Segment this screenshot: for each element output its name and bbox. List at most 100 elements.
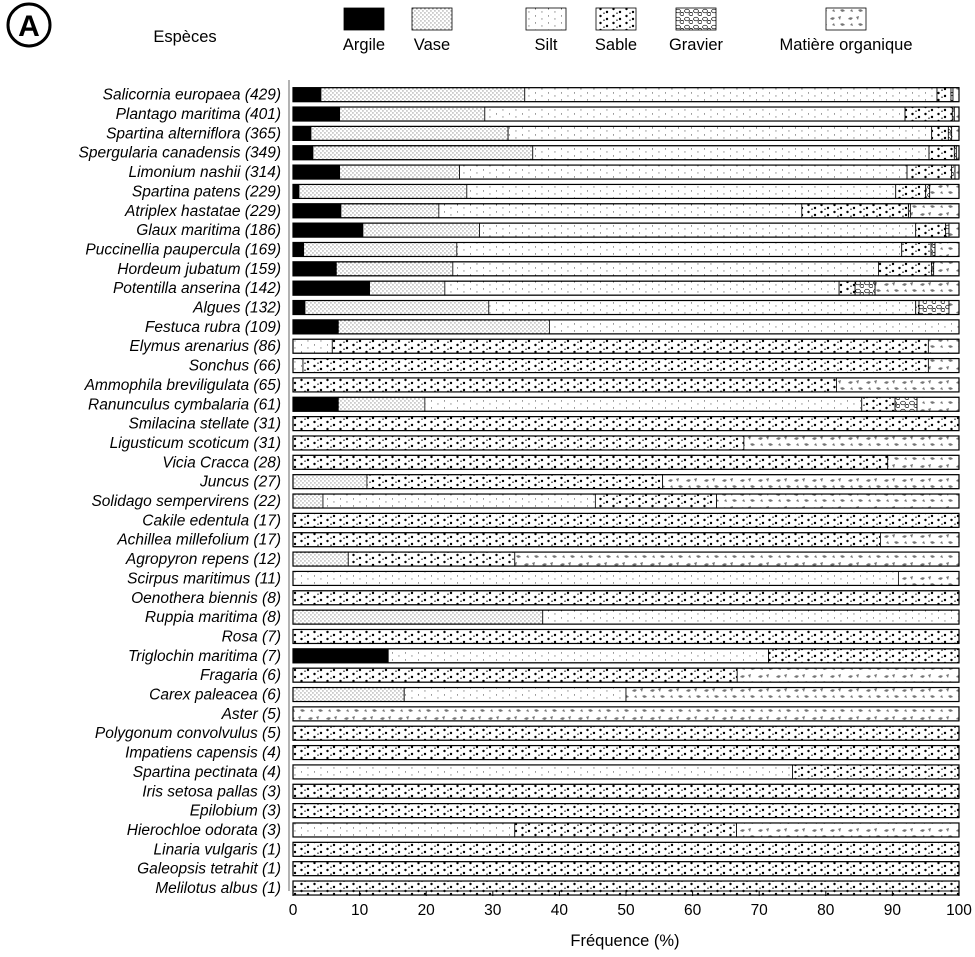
bar-segment-matiere-organique <box>929 184 960 199</box>
species-label: Aster (5) <box>221 706 281 723</box>
bar-segment-sable <box>292 532 881 548</box>
bar-segment-silt <box>532 145 930 161</box>
bar-row <box>292 164 960 180</box>
bar-segment-gravier <box>854 280 876 296</box>
bar-segment-matiere-organique <box>948 222 960 238</box>
bar-row <box>292 667 960 683</box>
bar-row <box>292 203 960 219</box>
bar-segment-sable <box>838 280 856 296</box>
species-label: Sonchus (66) <box>189 358 281 375</box>
bar-outline <box>292 396 960 412</box>
bar-segment-vase <box>337 319 550 335</box>
bar-segment-argile <box>292 106 341 122</box>
bar-row <box>292 435 960 451</box>
bar-row <box>292 280 960 296</box>
species-label: Spartina pectinata (4) <box>133 764 281 781</box>
bar-row <box>292 512 960 528</box>
bar-segment-sable <box>292 629 960 644</box>
legend-swatch-sable <box>595 7 637 31</box>
bar-segment-argile <box>292 319 339 335</box>
bar-segment-silt <box>387 648 769 664</box>
bar-segment-sable <box>792 764 960 780</box>
bar-row <box>292 686 960 703</box>
bar-segment-matiere-organique <box>948 300 960 315</box>
bar-segment-gravier <box>894 396 918 412</box>
bar-row <box>292 125 960 141</box>
x-axis-title: Fréquence (%) <box>570 932 679 950</box>
bar-segment-matiere-organique <box>887 454 960 470</box>
bar-segment-sable <box>366 474 664 490</box>
species-label: Plantago maritima (401) <box>116 106 281 123</box>
bar-segment-vase <box>292 474 368 490</box>
species-label: Ranunculus cymbalaria (61) <box>88 396 281 413</box>
bar-segment-silt <box>488 300 917 315</box>
panel-letter-circle <box>6 2 52 48</box>
bar-segment-sable <box>302 358 929 373</box>
bar-segment-vase <box>310 125 509 141</box>
x-tick-label: 90 <box>884 902 902 919</box>
bar-segment-matiere-organique <box>716 493 960 509</box>
bar-segment-argile <box>292 203 342 219</box>
bar-segment-matiere-organique <box>836 377 960 393</box>
bar-segment-gravier <box>930 242 936 257</box>
legend-label-argile: Argile <box>343 36 385 54</box>
bar-segment-vase <box>292 551 349 567</box>
bar-rows <box>292 87 960 896</box>
bar-segment-argile <box>292 164 341 180</box>
species-label: Cakile edentula (17) <box>142 512 281 529</box>
bar-row <box>292 841 960 857</box>
bar-segment-vase <box>335 261 454 277</box>
species-label: Triglochin maritima (7) <box>128 648 281 665</box>
bar-segment-sable <box>292 416 960 432</box>
bar-outline <box>292 454 960 470</box>
species-label: Ruppia maritima (8) <box>145 609 281 626</box>
bar-row <box>292 454 960 470</box>
species-label: Festuca rubra (109) <box>145 319 281 336</box>
bar-segment-silt <box>444 280 840 296</box>
species-label: Limonium nashii (314) <box>129 164 282 181</box>
bar-segment-vase <box>304 300 490 315</box>
bar-outline <box>292 164 960 180</box>
bar-segment-vase <box>292 493 324 509</box>
bar-segment-vase <box>320 87 526 103</box>
bar-row <box>292 532 960 548</box>
x-tick-label: 10 <box>351 902 369 919</box>
bar-segment-sable <box>801 203 909 219</box>
bar-outline <box>292 551 960 567</box>
bar-outline <box>292 590 960 606</box>
bar-segment-matiere-organique <box>927 358 960 373</box>
legend-label-sable: Sable <box>595 36 637 54</box>
bar-outline <box>292 667 960 683</box>
species-label: Solidago sempervirens (22) <box>91 493 281 510</box>
bar-row <box>292 744 960 761</box>
bar-row <box>292 590 960 606</box>
bar-outline <box>292 106 960 122</box>
bar-row <box>292 299 960 316</box>
bar-segment-argile <box>292 648 389 664</box>
bar-row <box>292 764 960 780</box>
species-label: Atriplex hastatae (229) <box>124 203 281 220</box>
bar-segment-matiere-organique <box>514 551 960 567</box>
bar-outline <box>292 183 960 200</box>
bar-segment-vase <box>362 222 480 238</box>
bar-segment-matiere-organique <box>952 87 960 103</box>
x-tick-label: 100 <box>946 902 972 919</box>
bar-segment-gravier <box>945 222 950 238</box>
bar-outline <box>292 357 960 374</box>
bar-segment-argile <box>292 396 339 412</box>
bar-segment-argile <box>292 261 337 277</box>
bar-segment-argile <box>292 125 312 141</box>
bar-segment-vase <box>369 280 446 296</box>
species-label: Spartina patens (229) <box>132 183 281 200</box>
bar-segment-matiere-organique <box>951 125 960 141</box>
bar-segment-argile <box>292 242 305 257</box>
x-tick-label: 40 <box>551 902 569 919</box>
bar-segment-silt <box>292 764 793 780</box>
bar-segment-sable <box>936 87 952 103</box>
legend-label-matiere-organique: Matière organique <box>780 36 913 54</box>
bar-outline <box>292 706 960 722</box>
bar-segment-sable <box>514 822 737 838</box>
bar-segment-sable <box>594 493 717 509</box>
legend-swatch-vase <box>411 7 453 31</box>
bar-segment-sable <box>915 300 920 315</box>
